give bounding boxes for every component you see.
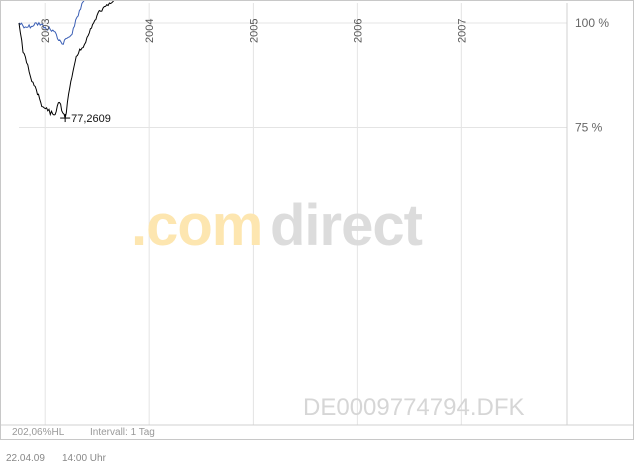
isin-label: DE0009774794.DFK bbox=[303, 394, 524, 421]
annotation-layer: 233,373777,2609 bbox=[60, 113, 111, 125]
footer-interval: Intervall: 1 Tag bbox=[90, 427, 155, 438]
footer-range: 202,06%HL bbox=[12, 427, 65, 438]
y-tick-label: 75 % bbox=[575, 121, 603, 135]
y-axis-labels: 75 %100 %125 %150 %175 %200 %225 %250 % bbox=[575, 16, 609, 135]
timestamp-time: 14:00 Uhr bbox=[62, 453, 106, 464]
low-annotation: 77,2609 bbox=[71, 113, 111, 125]
y-tick-label: 100 % bbox=[575, 16, 609, 30]
x-axis-year-labels: 2003 2004 2005 2006 2007 bbox=[40, 19, 468, 43]
chart-frame: .com direct DE0009774794.DFK 233,373777,… bbox=[0, 0, 634, 440]
x-tick-label: 2006 bbox=[352, 19, 364, 43]
x-tick-label: 2007 bbox=[456, 19, 468, 43]
timestamp-bar: 22.04.09 14:00 Uhr bbox=[0, 452, 634, 466]
watermark: .com direct bbox=[131, 193, 424, 258]
series-line-black bbox=[18, 1, 114, 120]
timestamp-date: 22.04.09 bbox=[6, 453, 45, 464]
watermark-direct: direct bbox=[270, 193, 423, 258]
x-tick-label: 2003 bbox=[40, 19, 52, 43]
grid-layer bbox=[1, 3, 633, 426]
x-tick-label: 2005 bbox=[248, 19, 260, 43]
series-layer bbox=[18, 1, 114, 120]
watermark-com: .com bbox=[131, 193, 262, 258]
price-chart: .com direct DE0009774794.DFK 233,373777,… bbox=[1, 1, 633, 438]
x-tick-label: 2004 bbox=[144, 19, 156, 43]
